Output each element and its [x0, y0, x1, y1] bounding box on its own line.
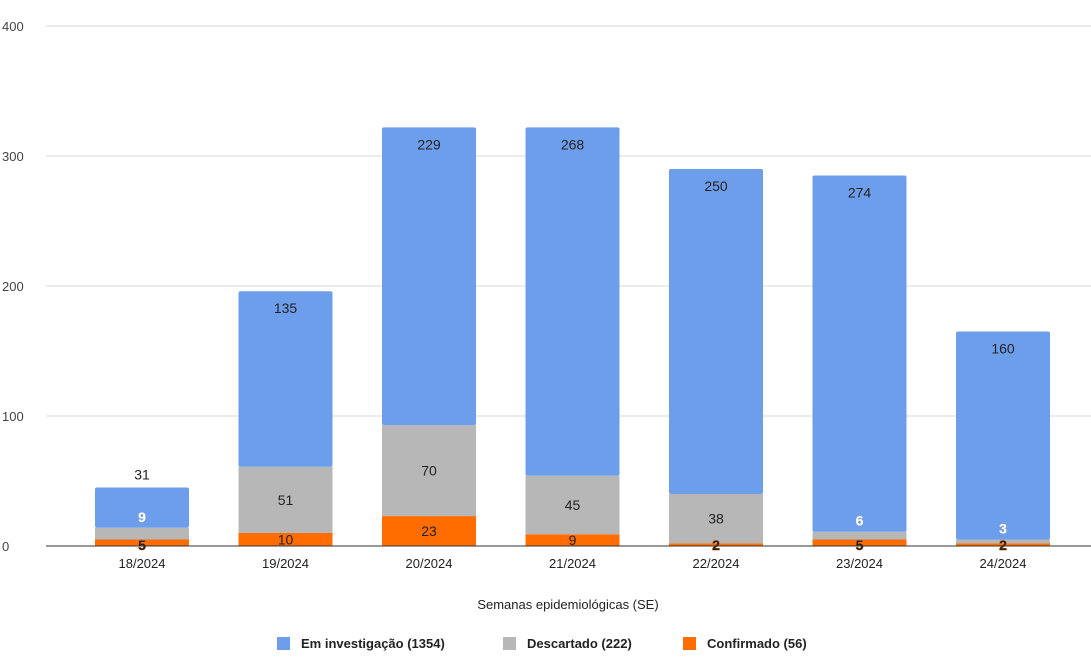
legend: Em investigação (1354) Descartado (222) Co… [277, 636, 807, 651]
data-label: 70 [421, 463, 437, 479]
y-tick-label: 0 [2, 539, 9, 554]
legend-item: Confirmado (56) [683, 636, 807, 651]
x-tick-label: 24/2024 [980, 556, 1027, 571]
bar-segment [525, 475, 620, 535]
legend-item: Em investigação (1354) [277, 636, 445, 651]
legend-swatch [277, 637, 290, 650]
bar-segment [956, 539, 1050, 544]
x-axis-title: Semanas epidemiológicas (SE) [477, 597, 658, 612]
x-tick-label: 20/2024 [406, 556, 453, 571]
bar-segment [382, 127, 476, 426]
bar-segment [669, 169, 763, 494]
y-tick-label: 200 [2, 279, 24, 294]
data-label: 31 [134, 467, 150, 483]
data-label: 51 [278, 492, 294, 508]
bar-segment [812, 175, 907, 532]
data-label: 23 [421, 523, 437, 539]
bar-segment [95, 487, 189, 528]
data-label: 3 [999, 521, 1007, 537]
data-label: 38 [708, 511, 724, 527]
bar-segment [525, 127, 620, 476]
bar-segment [238, 291, 333, 467]
data-label: 135 [274, 300, 298, 316]
data-label: 9 [569, 532, 577, 548]
bar-segment [95, 539, 189, 546]
x-tick-label: 19/2024 [262, 556, 309, 571]
legend-swatch [503, 637, 516, 650]
bar-segment [812, 531, 907, 540]
y-axis-ticks: 0 100 200 300 400 [2, 19, 24, 554]
bar-segment [812, 539, 907, 546]
legend-label: Confirmado (56) [707, 636, 807, 651]
data-label: 45 [565, 497, 581, 513]
x-tick-label: 22/2024 [693, 556, 740, 571]
bar-segment [238, 466, 333, 533]
x-tick-label: 18/2024 [119, 556, 166, 571]
x-tick-label: 23/2024 [836, 556, 883, 571]
data-label: 5 [138, 537, 146, 553]
data-label: 268 [561, 136, 585, 152]
data-label: 274 [848, 185, 872, 201]
bars [95, 127, 1050, 546]
data-label: 2 [712, 537, 720, 553]
bar-segment [238, 533, 333, 546]
data-label: 2 [999, 537, 1007, 553]
legend-label: Em investigação (1354) [301, 636, 445, 651]
bar-segment [956, 543, 1050, 546]
data-label: 250 [704, 178, 728, 194]
bar-segment [95, 527, 189, 540]
legend-label: Descartado (222) [527, 636, 632, 651]
bar-segment [956, 331, 1050, 540]
y-tick-label: 100 [2, 409, 24, 424]
bar-segment [669, 494, 763, 544]
y-tick-label: 300 [2, 149, 24, 164]
data-label: 10 [278, 532, 294, 548]
y-tick-label: 400 [2, 19, 24, 34]
x-axis-ticks: 18/2024 19/2024 20/2024 21/2024 22/2024 23/20… [119, 556, 1027, 571]
data-label: 9 [138, 509, 146, 525]
bar-segment [525, 534, 620, 546]
bar-segment [669, 543, 763, 546]
bar-segment [382, 425, 476, 517]
data-label: 229 [417, 136, 441, 152]
legend-swatch [683, 637, 696, 650]
data-label: 160 [991, 341, 1015, 357]
data-label: 6 [856, 513, 864, 529]
data-label: 5 [856, 537, 864, 553]
legend-item: Descartado (222) [503, 636, 632, 651]
bar-segment [382, 516, 476, 546]
x-tick-label: 21/2024 [549, 556, 596, 571]
